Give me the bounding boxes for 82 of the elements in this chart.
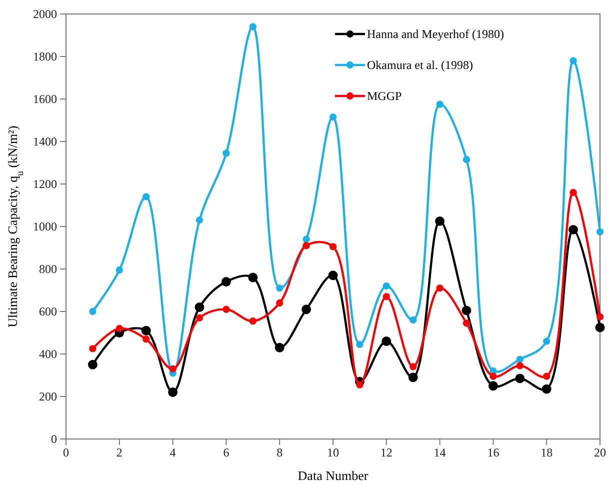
point (196, 216, 204, 224)
point (356, 381, 364, 388)
point (142, 336, 150, 343)
legend-label: Okamura et al. (1998) (367, 58, 473, 72)
point (89, 345, 96, 352)
point (302, 236, 310, 243)
point (410, 363, 417, 370)
legend-label: Hanna and Meyerhof (1980) (367, 27, 504, 41)
point (596, 313, 604, 320)
y-tick-label: 2000 (33, 6, 57, 21)
x-tick-label: 12 (380, 446, 392, 460)
point (89, 308, 96, 316)
y-tick-label: 0 (51, 432, 57, 446)
point (516, 362, 524, 370)
point (462, 320, 470, 327)
point (88, 360, 98, 370)
point (570, 188, 577, 196)
point (194, 302, 204, 312)
y-tick-label: 200 (39, 389, 57, 404)
point (596, 228, 604, 236)
x-axis-title: Data Number (298, 468, 369, 483)
x-tick-label: 10 (327, 446, 339, 460)
point (302, 304, 312, 314)
point (328, 270, 338, 280)
point (248, 272, 258, 282)
point (568, 224, 578, 234)
point (196, 314, 204, 322)
x-tick-label: 8 (276, 446, 283, 460)
x-tick-label: 14 (434, 446, 446, 460)
x-tick-label: 2 (116, 446, 122, 460)
x-tick-label: 20 (594, 446, 606, 460)
point (570, 57, 577, 64)
x-tick-label: 16 (487, 446, 500, 460)
point (249, 23, 256, 30)
point (543, 338, 550, 345)
point (116, 324, 123, 332)
y-tick-label: 1800 (33, 49, 57, 64)
point (169, 365, 176, 372)
point (543, 372, 550, 380)
y-tick-label: 1600 (33, 92, 57, 106)
point (595, 322, 605, 332)
point (274, 342, 284, 352)
point (222, 150, 230, 157)
point (142, 193, 150, 200)
point (435, 216, 445, 226)
point (436, 284, 444, 292)
y-tick-label: 1000 (33, 219, 57, 234)
point (116, 266, 123, 274)
point (462, 306, 472, 316)
point (276, 284, 284, 292)
x-tick-label: 4 (170, 446, 176, 460)
x-tick-label: 0 (63, 446, 69, 460)
point (515, 374, 525, 384)
x-tick-label: 18 (540, 446, 553, 460)
point (382, 336, 392, 346)
y-tick-label: 1200 (33, 176, 57, 191)
point (516, 356, 524, 363)
point (356, 340, 364, 348)
x-tick-label: 6 (223, 446, 230, 460)
point (249, 318, 256, 325)
point (141, 326, 151, 336)
y-tick-label: 1400 (33, 134, 57, 148)
point (276, 299, 284, 307)
point (410, 316, 417, 324)
point (222, 306, 230, 313)
point (329, 114, 337, 121)
point (168, 388, 178, 397)
point (382, 293, 390, 300)
point (382, 282, 390, 290)
y-tick-label: 800 (39, 262, 57, 276)
point (490, 372, 497, 380)
point (302, 242, 310, 250)
point (329, 243, 337, 250)
y-tick-label: 600 (39, 304, 57, 318)
point (542, 384, 552, 394)
point (221, 277, 231, 286)
point (462, 156, 470, 164)
point (408, 372, 418, 382)
point (488, 381, 498, 391)
point (436, 100, 444, 108)
legend-label: MGGP (367, 89, 402, 103)
y-tick-label: 400 (39, 346, 57, 361)
